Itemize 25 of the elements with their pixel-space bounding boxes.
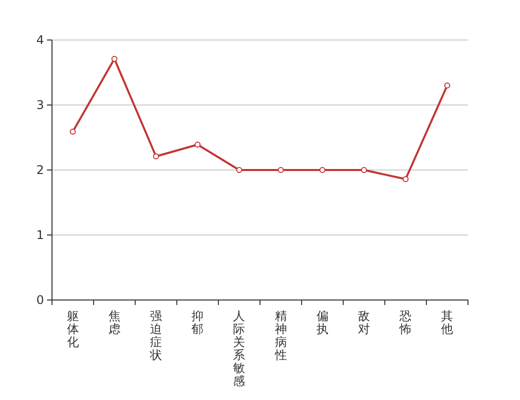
point [278,167,284,173]
x-tick-label: 强迫症状 [149,309,162,362]
point [236,167,242,173]
x-tick-label: 焦虑 [108,309,120,336]
point [402,176,409,182]
x-tick-label: 抑郁 [192,309,204,336]
point [194,142,201,148]
y-tick-label: 3 [36,98,44,112]
x-tick-label: 偏执 [316,309,328,336]
y-tick-label: 2 [36,163,44,177]
point [153,153,159,160]
point [70,128,76,135]
y-tick-label: 1 [36,228,44,242]
x-tick-label: 人际关系敏感 [233,309,246,388]
y-tick-label: 4 [36,33,44,47]
point [319,167,326,173]
x-tick-label: 其他 [441,309,454,336]
point [361,167,367,173]
x-tick-label: 敌对 [358,309,370,336]
x-tick-label: 恐怖 [398,309,412,336]
y-tick-label: 0 [36,293,44,307]
point [444,82,450,88]
x-tick-label: 精神病性 [274,309,287,362]
x-tick-label: 躯体化 [66,309,79,349]
point [111,56,118,62]
